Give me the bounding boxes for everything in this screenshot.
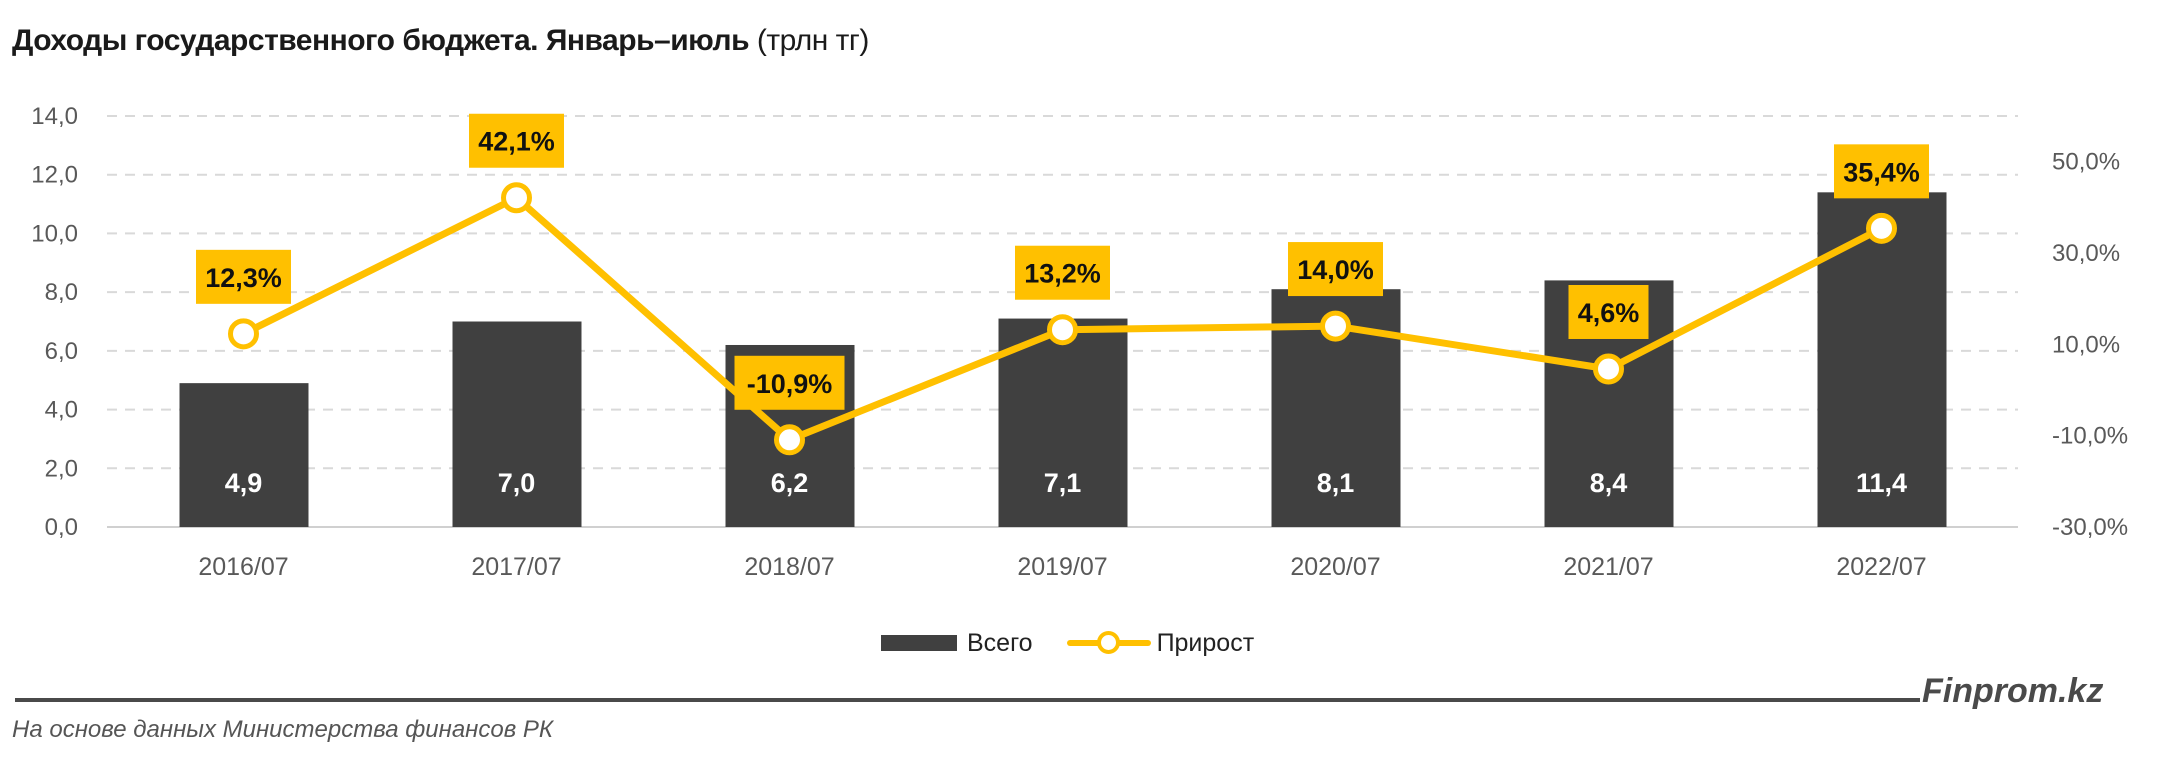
y-left-tick-label: 8,0 [45, 279, 78, 306]
growth-marker [228, 318, 259, 350]
growth-value-label: -10,9% [747, 369, 833, 399]
bar-value-label: 11,4 [1856, 468, 1907, 498]
x-tick-label: 2017/07 [471, 553, 561, 581]
growth-label-box [196, 249, 291, 304]
bar-value-label: 7,1 [1044, 468, 1082, 498]
bar [452, 321, 582, 527]
bar [179, 383, 309, 527]
growth-label-box [1015, 245, 1110, 300]
growth-label-box [734, 355, 845, 410]
bar-value-label: 8,1 [1317, 468, 1355, 498]
y-left-tick-label: 4,0 [45, 397, 78, 424]
growth-marker [1047, 314, 1078, 346]
growth-label-box [1834, 144, 1929, 199]
x-tick-label: 2018/07 [744, 553, 834, 581]
x-tick-label: 2016/07 [198, 553, 288, 581]
legend: Всего Прирост [881, 628, 1254, 658]
x-tick-label: 2020/07 [1290, 553, 1380, 581]
growth-marker [1320, 310, 1351, 342]
bar-value-label: 4,9 [225, 468, 263, 498]
chart: 0,0 2,0 4,0 6,0 8,0 10,0 12,0 14,0 -30,0% -10,0% 1… [31, 103, 2128, 581]
title-unit: (трлн тг) [756, 24, 869, 57]
growth-value-label: 12,3% [205, 263, 282, 293]
legend-line-swatch [1066, 628, 1151, 658]
bar-value-label: 6,2 [771, 468, 809, 498]
bar [998, 318, 1128, 527]
growth-label-box [469, 113, 564, 168]
y-right-tick-label: 10,0% [2052, 331, 2120, 358]
growth-value-label: 13,2% [1024, 259, 1101, 289]
bar-value-label: 8,4 [1590, 468, 1628, 498]
y-left-tick-label: 6,0 [45, 338, 78, 365]
bar-value-label: 7,0 [498, 468, 536, 498]
x-tick-label: 2019/07 [1017, 553, 1107, 581]
growth-marker [1593, 353, 1624, 385]
growth-label-box [1288, 242, 1383, 297]
y-right-tick-label: 30,0% [2052, 240, 2120, 267]
y-right-tick-label: 50,0% [2052, 149, 2120, 176]
source-note: На основе данных Министерства финансов Р… [12, 716, 554, 743]
legend-label-growth: Прирост [1156, 628, 1255, 657]
growth-value-label: 4,6% [1578, 298, 1640, 328]
growth-value-label: 42,1% [478, 127, 555, 157]
y-left-tick-label: 12,0 [31, 162, 78, 189]
footer-divider [15, 698, 1920, 702]
growth-value-label: 14,0% [1297, 255, 1374, 285]
chart-title: Доходы государственного бюджета. Январь–… [12, 24, 869, 58]
growth-label-box [1568, 284, 1649, 339]
x-tick-label: 2022/07 [1836, 553, 1926, 581]
y-right-tick-label: -30,0% [2052, 514, 2128, 541]
brand-logo: Finprom.kz [1922, 672, 2104, 710]
y-right-tick-label: -10,0% [2052, 423, 2128, 450]
growth-marker [501, 182, 532, 214]
y-left-tick-label: 14,0 [31, 103, 78, 130]
title-text: Доходы государственного бюджета. Январь–… [12, 24, 750, 57]
legend-bar-swatch [881, 635, 957, 651]
growth-marker [774, 424, 805, 456]
legend-label-total: Всего [967, 628, 1033, 657]
growth-value-label: 35,4% [1843, 157, 1920, 187]
y-left-tick-label: 0,0 [45, 514, 78, 541]
x-tick-label: 2021/07 [1563, 553, 1653, 581]
y-left-tick-label: 2,0 [45, 455, 78, 482]
y-left-tick-label: 10,0 [31, 220, 78, 247]
growth-marker [1866, 212, 1897, 244]
